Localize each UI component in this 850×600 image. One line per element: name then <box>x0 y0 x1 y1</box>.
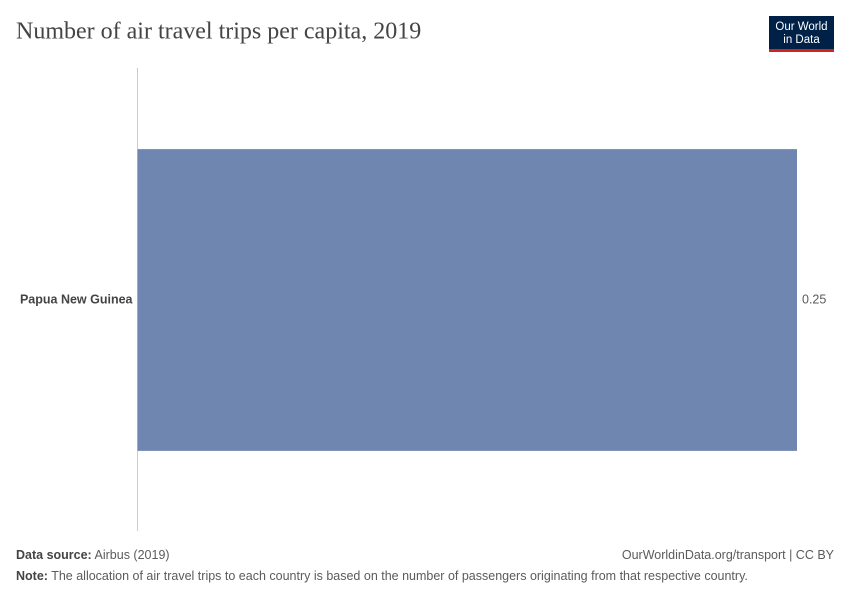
logo: Our World in Data <box>769 16 834 52</box>
source: Data source: Airbus (2019) <box>16 548 170 562</box>
logo-text: in Data <box>783 34 820 46</box>
value-label: 0.25 <box>802 292 826 306</box>
logo-text: Our World <box>775 21 827 33</box>
bar <box>137 149 797 451</box>
source-text: Airbus (2019) <box>94 548 170 562</box>
logo-stripe <box>769 49 834 52</box>
note-text: The allocation of air travel trips to ea… <box>51 569 748 583</box>
logo-box <box>769 16 834 52</box>
source-label: Data source: <box>16 548 92 562</box>
category-label: Papua New Guinea <box>20 292 134 306</box>
footer-source-row: Data source: Airbus (2019) OurWorldinDat… <box>16 548 834 562</box>
chart: Number of air travel trips per capita, 2… <box>16 16 834 531</box>
source-url[interactable]: OurWorldinData.org/transport | CC BY <box>621 548 834 562</box>
note-label: Note: <box>16 569 48 583</box>
footer-note: Note: The allocation of air travel trips… <box>16 569 834 583</box>
chart-title: Number of air travel trips per capita, 2… <box>16 19 421 45</box>
